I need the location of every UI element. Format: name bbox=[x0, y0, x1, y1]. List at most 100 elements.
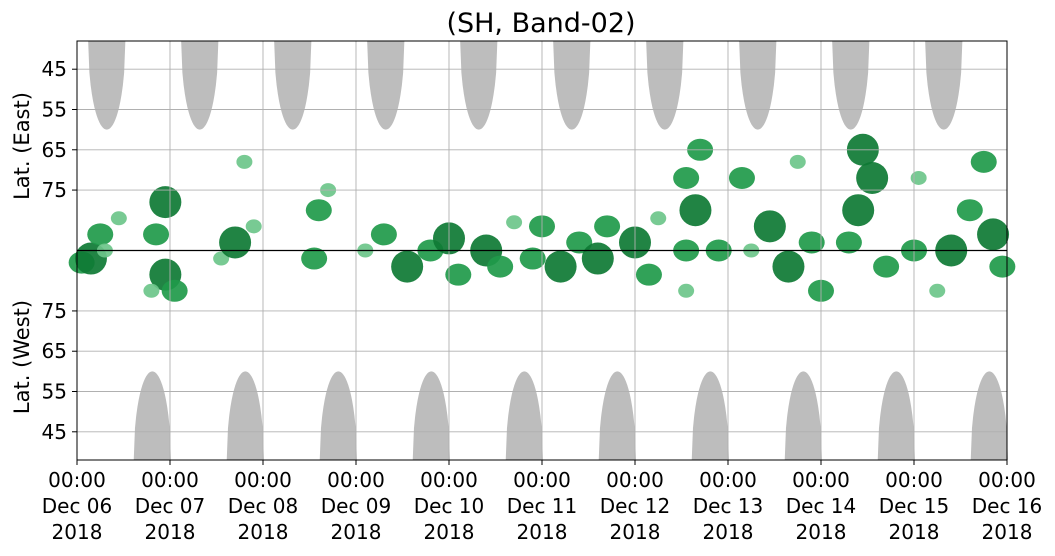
activity-cluster-52 bbox=[873, 255, 900, 278]
x-tick-label-0-0: 00:00 bbox=[48, 468, 106, 492]
activity-cluster-6 bbox=[149, 186, 182, 219]
activity-cluster-39 bbox=[678, 283, 695, 298]
y-tick-label-east-1: 55 bbox=[42, 97, 67, 121]
activity-cluster-30 bbox=[581, 242, 614, 275]
activity-cluster-12 bbox=[245, 219, 262, 234]
activity-cluster-58 bbox=[970, 150, 997, 173]
x-tick-label-5-1: Dec 11 bbox=[507, 494, 578, 518]
night-region-17 bbox=[784, 371, 822, 460]
night-region-5 bbox=[553, 41, 591, 130]
activity-cluster-13 bbox=[236, 154, 253, 169]
x-tick-label-4-0: 00:00 bbox=[420, 468, 478, 492]
x-tick-label-10-2: 2018 bbox=[982, 520, 1033, 544]
activity-cluster-28 bbox=[544, 250, 577, 283]
activity-cluster-18 bbox=[370, 223, 397, 246]
activity-cluster-37 bbox=[679, 194, 712, 227]
night-region-3 bbox=[367, 41, 405, 130]
activity-cluster-19 bbox=[391, 250, 424, 283]
x-tick-label-10-1: Dec 16 bbox=[972, 494, 1043, 518]
activity-cluster-31 bbox=[594, 215, 621, 238]
x-tick-label-3-0: 00:00 bbox=[327, 468, 385, 492]
activity-cluster-60 bbox=[989, 255, 1016, 278]
x-tick-label-8-1: Dec 14 bbox=[786, 494, 857, 518]
x-tick-label-10-0: 00:00 bbox=[978, 468, 1036, 492]
x-tick-label-5-2: 2018 bbox=[517, 520, 568, 544]
x-tick-label-2-0: 00:00 bbox=[234, 468, 292, 492]
x-tick-label-6-2: 2018 bbox=[610, 520, 661, 544]
x-tick-label-3-2: 2018 bbox=[331, 520, 382, 544]
night-region-4 bbox=[460, 41, 498, 130]
x-tick-label-7-0: 00:00 bbox=[699, 468, 757, 492]
activity-cluster-59 bbox=[977, 218, 1010, 251]
activity-cluster-33 bbox=[635, 263, 662, 286]
activity-cluster-41 bbox=[728, 166, 755, 189]
activity-cluster-50 bbox=[856, 161, 889, 194]
y-tick-label-east-0: 45 bbox=[42, 57, 67, 81]
y-tick-label-west-2: 55 bbox=[42, 380, 67, 404]
x-tick-label-8-2: 2018 bbox=[796, 520, 847, 544]
night-region-16 bbox=[691, 371, 729, 460]
activity-cluster-51 bbox=[835, 231, 862, 254]
x-tick-label-4-2: 2018 bbox=[424, 520, 475, 544]
x-tick-label-2-1: Dec 08 bbox=[228, 494, 299, 518]
activity-cluster-53 bbox=[910, 170, 927, 185]
night-region-12 bbox=[319, 371, 357, 460]
activity-cluster-43 bbox=[753, 210, 786, 243]
activity-cluster-24 bbox=[487, 255, 514, 278]
y-axis-label-west: Lat. (West) bbox=[10, 300, 34, 414]
activity-cluster-10 bbox=[213, 251, 230, 266]
activity-cluster-14 bbox=[301, 247, 328, 270]
y-tick-label-west-0: 75 bbox=[42, 299, 67, 323]
activity-cluster-4 bbox=[110, 211, 127, 226]
night-region-9 bbox=[925, 41, 963, 130]
activity-cluster-9 bbox=[143, 283, 160, 298]
night-region-8 bbox=[832, 41, 870, 130]
y-tick-label-east-3: 75 bbox=[42, 178, 67, 202]
activity-cluster-15 bbox=[305, 199, 332, 222]
activity-cluster-11 bbox=[219, 226, 252, 259]
x-tick-label-9-2: 2018 bbox=[889, 520, 940, 544]
x-tick-label-7-2: 2018 bbox=[703, 520, 754, 544]
activity-cluster-26 bbox=[519, 247, 546, 270]
x-tick-label-6-1: Dec 12 bbox=[600, 494, 671, 518]
night-region-2 bbox=[274, 41, 312, 130]
night-region-18 bbox=[877, 371, 915, 460]
x-tick-label-4-1: Dec 10 bbox=[414, 494, 485, 518]
night-region-10 bbox=[133, 371, 171, 460]
activity-cluster-34 bbox=[650, 211, 667, 226]
x-tick-label-9-0: 00:00 bbox=[885, 468, 943, 492]
chart-title: (SH, Band-02) bbox=[446, 8, 635, 39]
x-tick-label-8-0: 00:00 bbox=[792, 468, 850, 492]
x-tick-label-5-0: 00:00 bbox=[513, 468, 571, 492]
x-tick-label-9-1: Dec 15 bbox=[879, 494, 950, 518]
activity-cluster-2 bbox=[87, 223, 114, 246]
night-region-19 bbox=[970, 371, 1008, 460]
activity-cluster-35 bbox=[673, 166, 700, 189]
activity-cluster-8 bbox=[161, 279, 188, 302]
x-tick-label-3-1: Dec 09 bbox=[321, 494, 392, 518]
y-tick-label-west-3: 45 bbox=[42, 420, 67, 444]
activity-cluster-22 bbox=[445, 263, 472, 286]
night-region-15 bbox=[598, 371, 636, 460]
x-tick-label-0-1: Dec 06 bbox=[42, 494, 113, 518]
x-tick-label-1-2: 2018 bbox=[145, 520, 196, 544]
y-axis-label-east: Lat. (East) bbox=[10, 92, 34, 200]
x-tick-label-1-0: 00:00 bbox=[141, 468, 199, 492]
activity-cluster-48 bbox=[842, 194, 875, 227]
x-tick-label-1-1: Dec 07 bbox=[135, 494, 206, 518]
y-tick-label-east-2: 65 bbox=[42, 138, 67, 162]
night-region-0 bbox=[88, 41, 126, 130]
x-tick-label-7-1: Dec 13 bbox=[693, 494, 764, 518]
y-tick-label-west-1: 65 bbox=[42, 339, 67, 363]
activity-cluster-25 bbox=[506, 215, 523, 230]
night-region-1 bbox=[181, 41, 219, 130]
night-region-11 bbox=[226, 371, 264, 460]
x-tick-label-6-0: 00:00 bbox=[606, 468, 664, 492]
x-tick-label-2-2: 2018 bbox=[238, 520, 289, 544]
night-region-7 bbox=[739, 41, 777, 130]
night-region-13 bbox=[412, 371, 450, 460]
activity-cluster-29 bbox=[566, 231, 593, 254]
activity-cluster-46 bbox=[798, 231, 825, 254]
